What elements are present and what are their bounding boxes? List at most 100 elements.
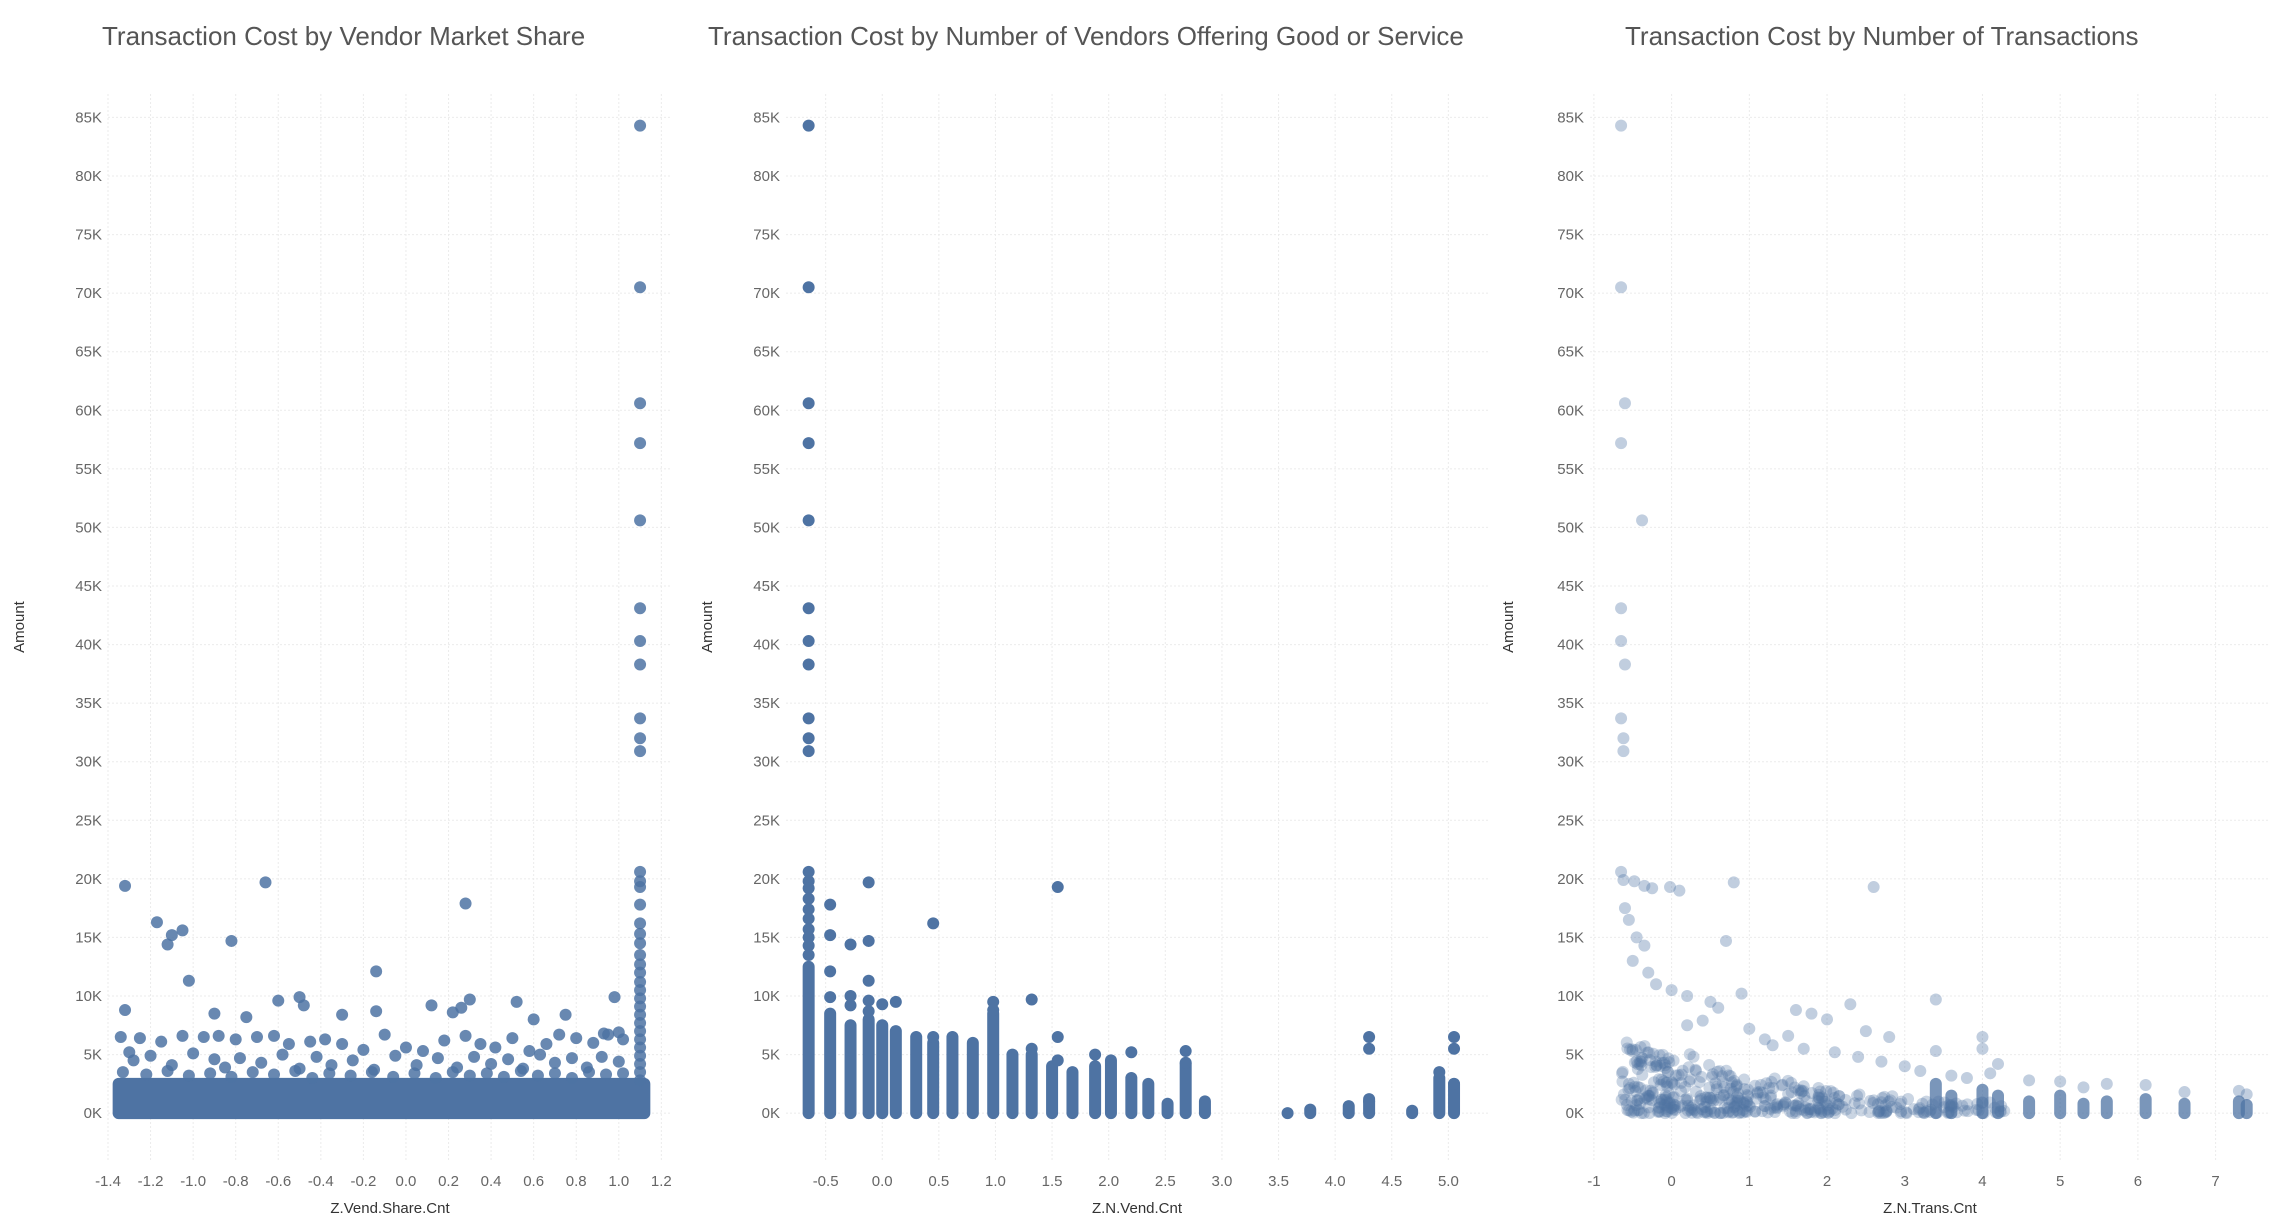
- data-point: [1790, 1099, 1803, 1112]
- point-column: [2240, 1098, 2253, 1120]
- data-point: [1668, 1078, 1681, 1091]
- data-point: [1616, 1067, 1629, 1080]
- y-tick-label: 55K: [1557, 461, 1584, 478]
- data-point: [1652, 1105, 1665, 1118]
- y-tick-label: 85K: [753, 109, 780, 126]
- point-column: [1025, 1048, 1038, 1120]
- data-point: [634, 1057, 647, 1070]
- data-point: [1867, 881, 1880, 894]
- data-point: [1797, 1080, 1810, 1093]
- x-tick-label: -0.2: [350, 1173, 376, 1190]
- data-point: [1895, 1105, 1908, 1118]
- data-point: [1797, 1042, 1810, 1055]
- x-tick-label: -0.6: [265, 1173, 291, 1190]
- data-point: [133, 1032, 146, 1045]
- data-point: [1808, 1106, 1821, 1119]
- data-point: [1839, 1093, 1852, 1106]
- data-point: [1809, 1104, 1822, 1117]
- data-point: [1804, 1102, 1817, 1115]
- data-point: [1628, 875, 1641, 888]
- data-point: [987, 1004, 1000, 1017]
- data-point: [1125, 1046, 1138, 1059]
- data-point: [1649, 1060, 1662, 1073]
- data-point: [1757, 1091, 1770, 1104]
- x-tick-label: 5: [2056, 1173, 2064, 1190]
- data-point: [1789, 1107, 1802, 1120]
- data-point: [272, 994, 285, 1007]
- data-point: [1694, 1090, 1707, 1103]
- data-point: [1638, 1092, 1651, 1105]
- data-point: [1880, 1104, 1893, 1117]
- data-point: [1958, 1104, 1971, 1117]
- data-point: [1879, 1106, 1892, 1119]
- data-point: [1929, 1045, 1942, 1058]
- data-point: [1659, 1088, 1672, 1101]
- data-point: [927, 1031, 940, 1043]
- data-point: [1642, 966, 1655, 979]
- data-point: [1916, 1097, 1929, 1110]
- data-point: [1703, 1059, 1716, 1072]
- data-point: [634, 898, 647, 911]
- y-tick-label: 40K: [1557, 637, 1584, 654]
- data-point: [176, 1029, 189, 1042]
- x-axis-label: Z.Vend.Share.Cnt: [330, 1200, 450, 1217]
- data-point: [1781, 1074, 1794, 1087]
- data-point: [1883, 1031, 1896, 1043]
- point-column: [1304, 1103, 1317, 1120]
- data-point: [1700, 1095, 1713, 1108]
- data-point: [1728, 1074, 1741, 1087]
- data-point: [534, 1048, 547, 1061]
- point-column: [1161, 1097, 1174, 1120]
- data-point: [1776, 1078, 1789, 1091]
- y-tick-label: 60K: [75, 402, 102, 419]
- data-point: [1616, 1065, 1629, 1078]
- data-point: [219, 1061, 232, 1074]
- data-point: [459, 897, 472, 910]
- data-point: [1819, 1095, 1832, 1108]
- data-point: [1636, 1052, 1649, 1065]
- data-point: [802, 658, 815, 671]
- data-point: [523, 1045, 536, 1058]
- data-point: [1667, 1098, 1680, 1111]
- data-point: [1703, 1081, 1716, 1094]
- data-point: [844, 938, 857, 951]
- data-point: [1666, 1091, 1679, 1104]
- data-point: [1625, 1094, 1638, 1107]
- point-column: [1433, 1072, 1446, 1120]
- data-point: [1642, 1093, 1655, 1106]
- data-point: [1636, 1068, 1649, 1081]
- data-point: [634, 927, 647, 940]
- point-column: [824, 1007, 837, 1120]
- data-point: [1828, 1046, 1841, 1059]
- data-point: [634, 635, 647, 648]
- data-point: [1812, 1091, 1825, 1104]
- data-point: [1801, 1107, 1814, 1120]
- data-point: [1646, 1086, 1659, 1099]
- x-tick-label: 2.5: [1155, 1173, 1176, 1190]
- data-point: [1710, 1083, 1723, 1096]
- data-point: [634, 397, 647, 410]
- data-point: [1448, 1077, 1461, 1090]
- data-point: [1976, 1031, 1989, 1043]
- data-point: [1918, 1107, 1931, 1120]
- y-tick-label: 80K: [753, 168, 780, 185]
- point-column: [876, 1019, 889, 1120]
- data-point: [1665, 1106, 1678, 1119]
- data-point: [2240, 1088, 2253, 1101]
- data-point: [1089, 1048, 1102, 1061]
- data-point: [1737, 1106, 1750, 1119]
- x-tick-label: 1.2: [651, 1173, 672, 1190]
- data-point: [246, 1066, 259, 1079]
- data-point: [1727, 1085, 1740, 1098]
- data-point: [1638, 1040, 1651, 1053]
- data-point: [1754, 1078, 1767, 1091]
- data-point: [1631, 1058, 1644, 1071]
- data-point: [1797, 1084, 1810, 1097]
- data-point: [1736, 1104, 1749, 1117]
- data-point: [344, 1069, 357, 1082]
- data-point: [1663, 1097, 1676, 1110]
- data-point: [1731, 1104, 1744, 1117]
- data-point: [416, 1045, 429, 1058]
- y-tick-label: 40K: [753, 637, 780, 654]
- data-point: [1649, 1055, 1662, 1068]
